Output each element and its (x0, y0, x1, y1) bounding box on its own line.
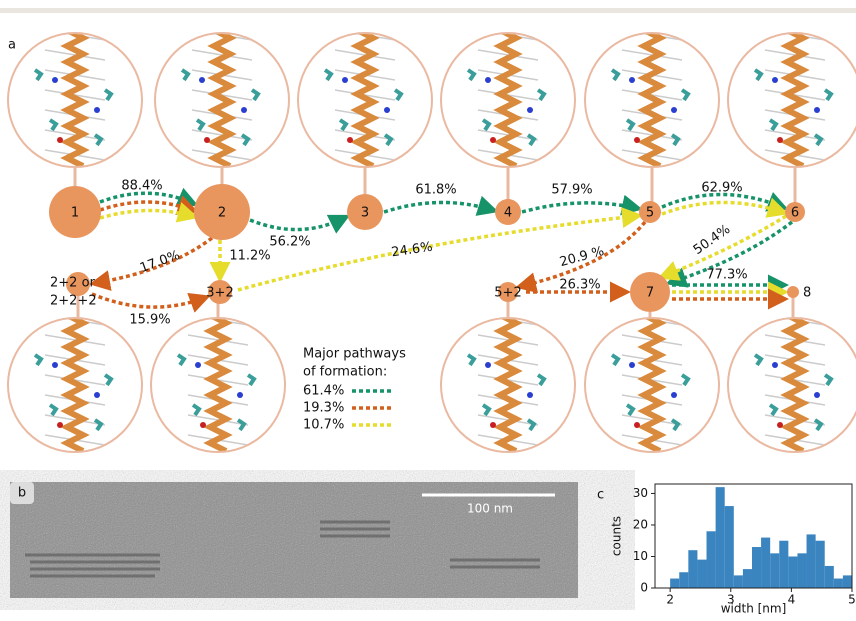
edges (89, 187, 794, 313)
node-label: 3+2 (206, 286, 233, 301)
y-tick-label: 20 (633, 517, 648, 531)
node-label: 6 (791, 206, 799, 221)
y-tick-label: 10 (633, 549, 648, 563)
legend-entry: 61.4% (303, 384, 344, 399)
panel-label: c (597, 488, 604, 503)
bar (679, 572, 689, 588)
edge-label: 62.9% (701, 181, 742, 196)
x-tick-label: 2 (666, 593, 674, 607)
edge-label: 15.9% (129, 313, 170, 328)
edge-label: 61.8% (415, 183, 456, 198)
bar (670, 578, 680, 588)
x-tick-label: 3 (727, 593, 735, 607)
y-tick-label: 30 (633, 486, 648, 500)
bar (779, 540, 789, 588)
snapshots (8, 30, 856, 452)
node-label: 4 (504, 206, 512, 221)
edge-label: 77.3% (706, 268, 747, 283)
legend-title: Major pathways (303, 347, 406, 362)
edge-label: 24.6% (391, 240, 434, 261)
bar (715, 487, 725, 588)
legend-entry: 10.7% (303, 418, 344, 433)
bar (724, 506, 734, 588)
node-label: 8 (803, 286, 811, 301)
bar (688, 550, 698, 588)
bar (833, 578, 843, 588)
node-label: 2+2 or (50, 276, 96, 291)
y-axis-label: counts (610, 516, 624, 556)
node-label: 2 (218, 206, 226, 221)
edge-label: 56.2% (269, 235, 310, 250)
bar (824, 565, 834, 588)
bar (697, 559, 707, 588)
node-label: 3 (361, 206, 369, 221)
edge-label: 57.9% (551, 183, 592, 198)
bar (706, 531, 716, 588)
bar (742, 569, 752, 588)
edge-label: 88.4% (121, 179, 162, 194)
panel-label: a (8, 38, 16, 53)
node-label: 5+2 (494, 286, 521, 301)
micrograph (10, 482, 578, 598)
edge-label: 11.2% (229, 249, 270, 264)
panel-label: b (18, 486, 26, 501)
node-label: 1 (71, 206, 79, 221)
node-label: 7 (646, 286, 654, 301)
bar (815, 540, 825, 588)
y-tick-label: 0 (640, 581, 648, 595)
legend-entry: 19.3% (303, 401, 344, 416)
node-label: 2+2+2 (50, 294, 97, 309)
axes-frame (654, 483, 853, 589)
node-label: 5 (646, 206, 654, 221)
histogram: 0 10 20 30 2 3 4 5 width [nm] counts (610, 483, 856, 616)
bar (797, 553, 807, 588)
edge-label: 50.4% (691, 222, 733, 258)
bar (733, 575, 743, 588)
x-tick-label: 4 (788, 593, 796, 607)
x-tick-label: 5 (848, 593, 856, 607)
bar (770, 553, 780, 588)
node-labels: 1 2 3 4 5 6 7 8 3+2 5+2 2+2 or 2+2+2 (50, 206, 811, 309)
x-axis-label: width [nm] (721, 602, 787, 616)
bar (806, 534, 816, 588)
edge-label: 26.3% (559, 278, 600, 293)
bar (751, 547, 762, 588)
bar (842, 575, 852, 588)
nodes (49, 184, 805, 312)
bar (761, 537, 771, 588)
legend-title: of formation: (303, 365, 387, 380)
scale-bar-label: 100 nm (467, 502, 513, 516)
bar (788, 556, 798, 588)
top-rule (0, 8, 856, 13)
edge-label: 17.0% (138, 248, 182, 276)
legend: Major pathways of formation: 61.4% 19.3%… (303, 347, 406, 433)
